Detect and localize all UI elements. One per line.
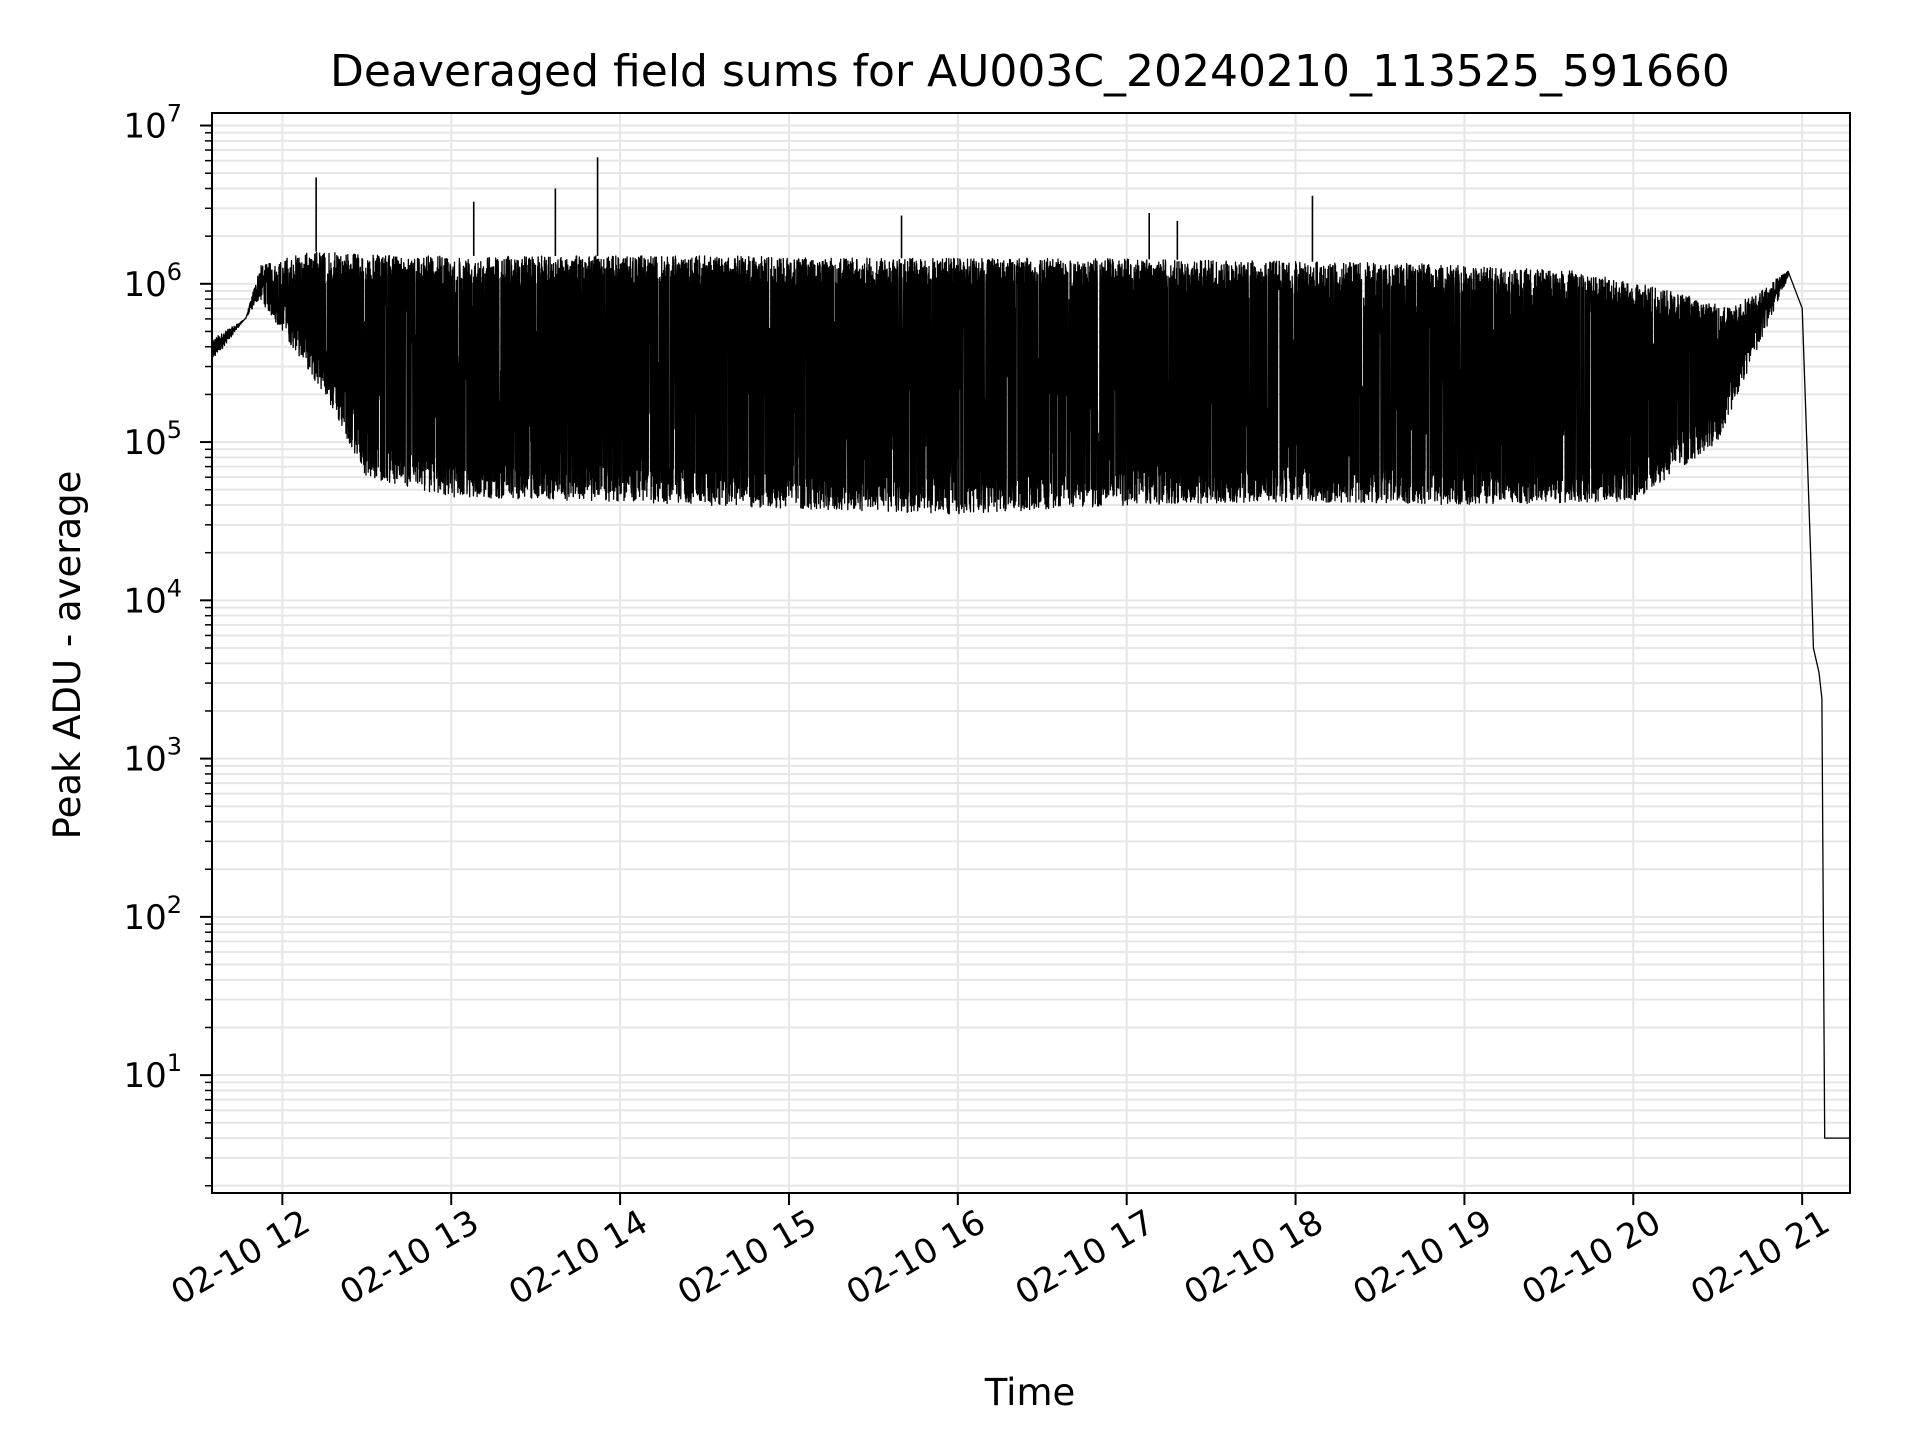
- y-axis-title: Peak ADU - average: [46, 471, 89, 840]
- y-tick-exponent: 1: [167, 1049, 182, 1077]
- y-tick-exponent: 4: [167, 574, 182, 602]
- grid-layer: [212, 113, 1850, 1193]
- y-tick-exponent: 7: [167, 100, 182, 128]
- plot-frame: [211, 112, 1851, 1194]
- y-tick-exponent: 3: [167, 733, 182, 761]
- chart-title: Deaveraged field sums for AU003C_2024021…: [330, 46, 1730, 97]
- y-tick-exponent: 6: [167, 258, 182, 286]
- y-tick-exponent: 5: [167, 416, 182, 444]
- series-line: [211, 251, 1850, 1139]
- y-tick-exponent: 2: [167, 891, 182, 919]
- x-axis-title: Time: [984, 1371, 1076, 1414]
- data-layer: [211, 157, 1850, 1139]
